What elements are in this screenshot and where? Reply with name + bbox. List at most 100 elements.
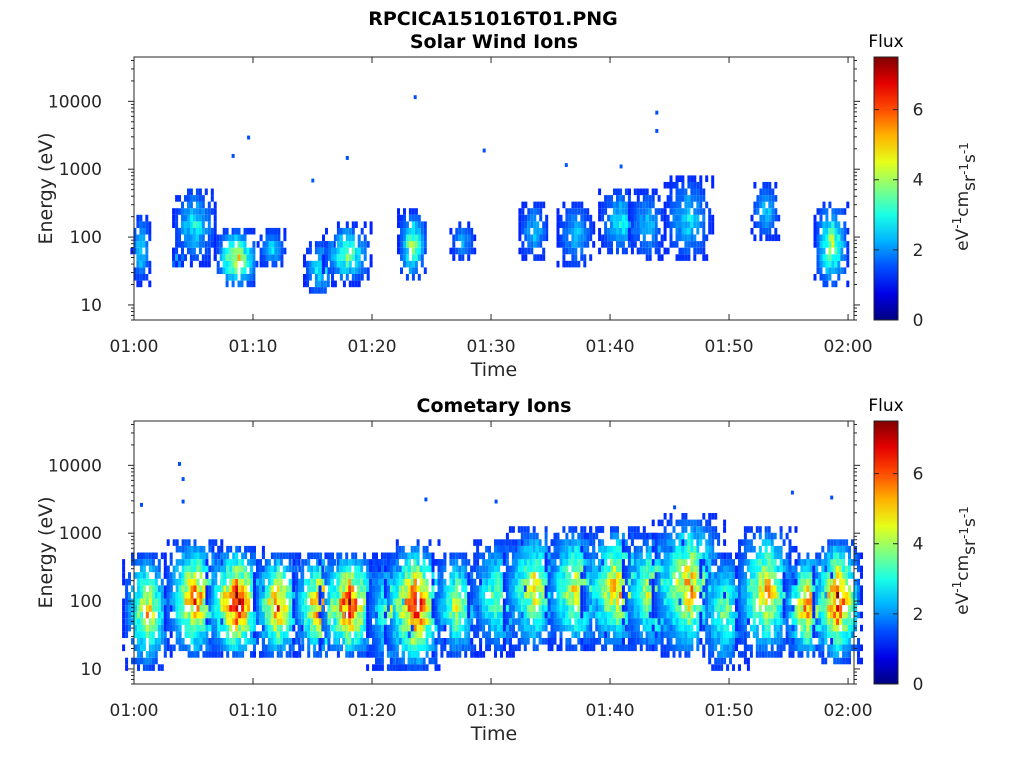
data-cell — [702, 221, 706, 228]
data-cell — [458, 611, 462, 619]
data-cell — [437, 565, 441, 573]
data-cell — [232, 651, 236, 658]
data-cell — [417, 241, 421, 248]
data-cell — [500, 545, 503, 553]
data-cell — [645, 188, 649, 196]
data-cell — [837, 234, 841, 242]
data-cell — [241, 624, 245, 632]
data-cell — [244, 624, 248, 632]
data-cell — [616, 241, 619, 248]
data-cell — [196, 644, 200, 652]
data-cell — [317, 260, 321, 268]
data-cell — [604, 565, 608, 573]
data-cell — [175, 611, 179, 619]
data-cell — [241, 552, 245, 560]
data-cell — [196, 638, 200, 645]
data-cell — [259, 618, 262, 625]
data-cell — [265, 227, 269, 235]
data-cell — [157, 591, 161, 599]
data-cell — [464, 559, 468, 566]
data-cell — [407, 598, 411, 606]
data-cell — [834, 227, 838, 235]
data-cell — [464, 572, 468, 579]
data-cell — [672, 181, 676, 189]
data-cell — [417, 247, 421, 255]
data-cell — [813, 227, 817, 235]
data-cell — [422, 559, 426, 566]
data-cell — [321, 591, 325, 599]
data-cell — [389, 618, 393, 625]
data-cell — [539, 241, 543, 248]
data-cell — [621, 644, 625, 652]
data-cell — [425, 624, 429, 632]
data-cell — [840, 234, 844, 242]
data-cell — [360, 618, 364, 625]
data-cell — [363, 624, 367, 632]
data-cell — [598, 247, 602, 255]
data-cell — [357, 247, 361, 255]
data-cell — [476, 572, 480, 579]
data-cell — [604, 618, 608, 625]
data-cell — [225, 227, 229, 235]
data-cell — [419, 591, 423, 599]
data-cell — [262, 260, 266, 268]
data-cell — [461, 247, 465, 255]
data-cell — [354, 274, 358, 281]
x-axis-label: Time — [470, 359, 518, 381]
data-cell — [666, 221, 670, 228]
data-cell — [577, 618, 581, 625]
data-cell — [195, 195, 199, 202]
data-cell — [514, 618, 518, 625]
data-cell — [237, 234, 241, 242]
data-cell — [604, 611, 608, 619]
data-cell — [205, 624, 209, 632]
data-cell — [690, 188, 694, 196]
data-cell — [470, 234, 474, 242]
data-cell — [660, 532, 664, 540]
data-cell — [669, 175, 673, 182]
data-cell — [654, 539, 658, 546]
data-cell — [145, 247, 149, 255]
data-cell — [211, 624, 215, 632]
data-cell — [508, 598, 512, 606]
data-cell — [759, 195, 763, 202]
data-cell — [657, 247, 661, 255]
data-cell — [398, 585, 402, 592]
data-cell — [595, 598, 599, 606]
data-cell — [527, 214, 531, 222]
data-cell — [565, 552, 569, 560]
data-cell — [619, 591, 622, 599]
data-cell — [196, 605, 200, 612]
data-cell — [407, 664, 411, 671]
data-cell — [407, 624, 411, 632]
data-cell — [220, 559, 224, 566]
data-cell — [327, 565, 331, 573]
data-cell — [154, 598, 158, 606]
data-cell — [592, 585, 596, 592]
data-cell — [410, 591, 414, 599]
data-cell — [142, 578, 146, 586]
data-cell — [247, 624, 251, 632]
data-cell — [196, 651, 200, 658]
data-cell — [279, 572, 283, 579]
data-cell — [568, 638, 572, 645]
data-cell — [621, 214, 625, 222]
data-cell — [345, 644, 349, 652]
data-cell — [693, 214, 697, 222]
data-cell — [354, 221, 358, 228]
data-cell — [434, 664, 438, 671]
data-cell — [559, 221, 563, 228]
data-cell — [265, 247, 269, 255]
data-cell — [326, 274, 330, 281]
data-cell — [131, 638, 134, 645]
data-cell — [562, 254, 566, 261]
data-cell — [313, 598, 317, 606]
data-cell — [550, 631, 554, 638]
data-cell — [651, 221, 655, 228]
data-cell — [627, 532, 631, 540]
data-cell — [669, 188, 673, 196]
data-cell — [307, 565, 311, 573]
data-cell — [190, 545, 194, 553]
data-cell — [395, 611, 399, 619]
data-cell — [148, 644, 152, 652]
